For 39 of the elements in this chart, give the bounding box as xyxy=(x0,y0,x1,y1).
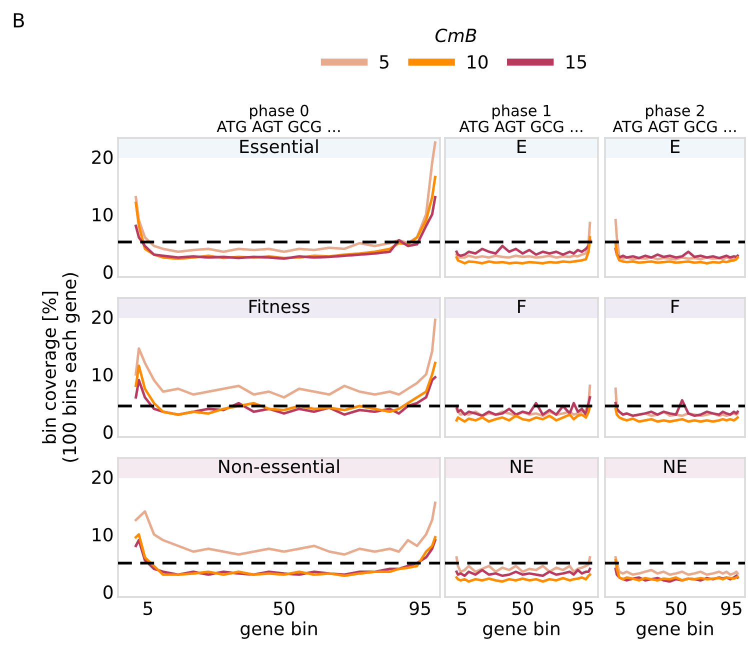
y-tick-label: 0 xyxy=(104,265,113,279)
x-tick-label: 5 xyxy=(616,602,625,616)
x-tick-label: 5 xyxy=(458,602,466,616)
y-tick-label: 10 xyxy=(92,368,113,382)
chart-title: NE xyxy=(664,460,686,473)
x-tick-label: 50 xyxy=(666,601,686,616)
y-tick-label: 20 xyxy=(92,310,113,324)
chart-title: Essential xyxy=(240,139,318,154)
chart-title: F xyxy=(672,300,680,313)
y-tick-label: 0 xyxy=(104,585,113,599)
x-tick-label: 5 xyxy=(144,602,152,616)
x-tick-label: 50 xyxy=(512,601,533,616)
text: B xyxy=(14,13,24,28)
chart-title: Fitness xyxy=(250,299,310,314)
x-tick-label: 95 xyxy=(410,601,430,616)
chart-title: F xyxy=(518,300,526,313)
y-tick-label: 10 xyxy=(92,528,113,542)
y-axis-title: bin coverage [%] (100 bins each gene) xyxy=(42,273,80,462)
legend-label: 10 xyxy=(468,55,488,69)
x-axis-title: gene bin xyxy=(483,621,560,639)
y-tick-label: 20 xyxy=(92,150,113,164)
y-tick-label: 0 xyxy=(104,425,113,439)
x-tick-label: 50 xyxy=(274,601,294,616)
chart-title: E xyxy=(671,140,680,153)
x-tick-label: 95 xyxy=(572,601,594,616)
chart-title: NE xyxy=(510,460,533,473)
y-tick-label: 10 xyxy=(92,208,113,222)
chart-subtitle: phase 2 ATG AGT GCG ... xyxy=(612,104,736,132)
legend-label: 15 xyxy=(566,55,586,69)
legend-title: CmB xyxy=(435,28,476,42)
chart-subtitle: phase 0 ATG AGT GCG ... xyxy=(216,104,340,132)
y-tick-label: 20 xyxy=(92,470,113,484)
legend-label: 5 xyxy=(380,55,388,69)
x-axis-title: gene bin xyxy=(240,621,317,639)
x-tick-label: 95 xyxy=(721,601,742,616)
chart-title: E xyxy=(518,140,526,153)
chart-subtitle: phase 1 ATG AGT GCG ... xyxy=(459,104,582,132)
chart-title: Non-essential xyxy=(219,459,339,474)
x-axis-title: gene bin xyxy=(636,621,713,639)
